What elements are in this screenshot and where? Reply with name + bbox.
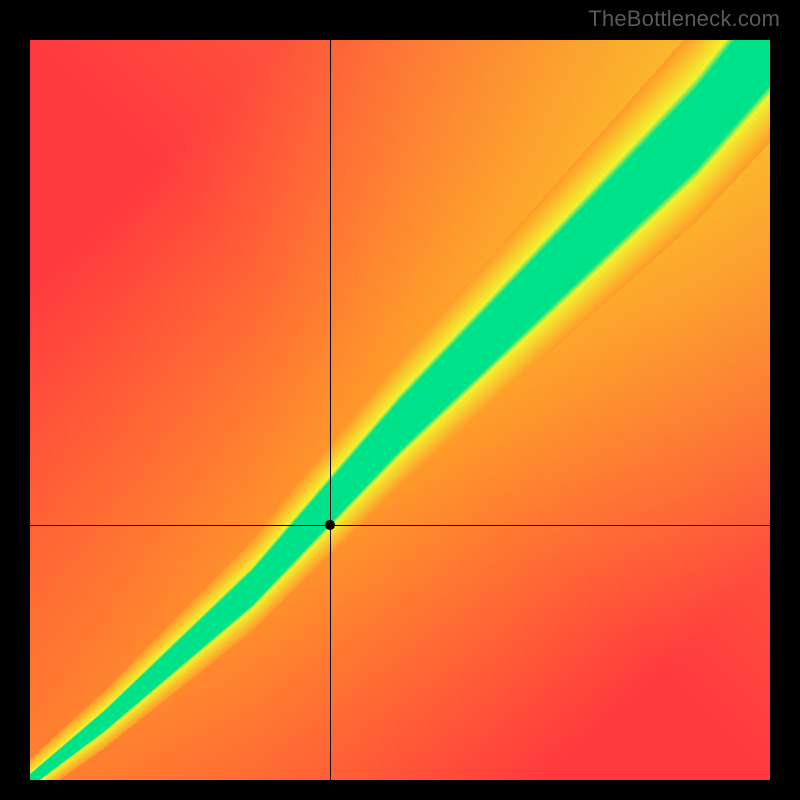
watermark-text: TheBottleneck.com: [588, 6, 780, 32]
heatmap-region: [30, 40, 770, 780]
heatmap-canvas: [30, 40, 770, 780]
chart-container: TheBottleneck.com: [0, 0, 800, 800]
